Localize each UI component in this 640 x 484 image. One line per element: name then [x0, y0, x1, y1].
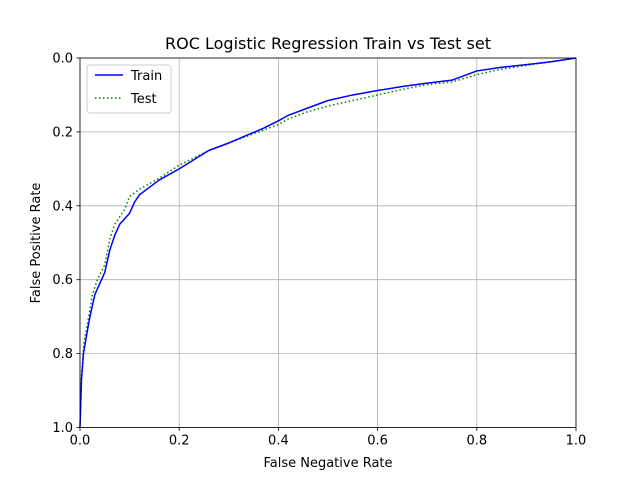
x-tick-label: 0.0 [70, 434, 91, 449]
legend-box [86, 64, 172, 114]
x-tick-label: 1.0 [566, 434, 587, 449]
legend: Train Test [86, 64, 172, 114]
legend-label-test: Test [130, 92, 157, 107]
x-tick-label: 0.8 [466, 434, 487, 449]
y-tick-label: 0.2 [52, 125, 73, 140]
chart-title: ROC Logistic Regression Train vs Test se… [165, 34, 491, 53]
axis-ticks: 0.0 0.2 0.4 0.6 0.8 1.00.00.20.40.60.81.0 [52, 52, 586, 449]
x-axis-label: False Negative Rate [263, 456, 392, 471]
y-axis-label: False Positive Rate [29, 183, 44, 304]
series-line-train [79, 57, 577, 428]
x-tick-label: 0.4 [268, 434, 289, 449]
y-tick-label: 0.8 [52, 347, 73, 362]
y-tick-label: 0.6 [52, 273, 73, 288]
y-tick-label: 0.4 [52, 199, 73, 214]
x-tick-label: 0.6 [367, 434, 388, 449]
y-tick-label: 0.0 [52, 52, 73, 67]
series-line-test [79, 57, 577, 428]
plot-frame [79, 57, 577, 428]
plot-series [79, 57, 577, 428]
legend-label-train: Train [130, 69, 162, 84]
y-tick-label: 1.0 [52, 421, 73, 436]
x-tick-label: 0.2 [169, 434, 190, 449]
